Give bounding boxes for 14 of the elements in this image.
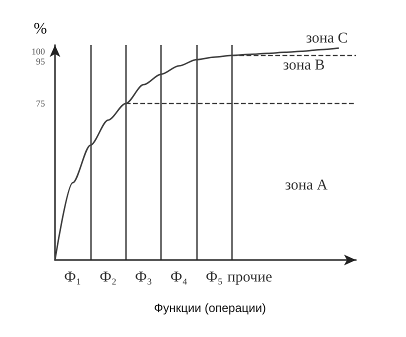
x-tick-label: Ф₃ (134, 270, 152, 286)
x-tick-label: Ф₄ (170, 270, 188, 286)
y-tick-label: 100 (32, 46, 46, 56)
annotation: зона C (306, 30, 348, 46)
y-tick-label: 75 (36, 98, 46, 108)
annotation: зона B (283, 58, 325, 74)
x-tick-label: Ф₁ (64, 270, 82, 286)
x-tick-label: Ф₂ (100, 270, 117, 286)
x-tick-label: прочие (227, 270, 273, 286)
x-axis-title: Функции (операции) (154, 301, 266, 315)
annotation: зона A (285, 178, 328, 194)
x-tick-label: Ф₅ (206, 270, 223, 286)
y-tick-label: 95 (36, 56, 46, 67)
y-axis-title: % (34, 20, 47, 38)
